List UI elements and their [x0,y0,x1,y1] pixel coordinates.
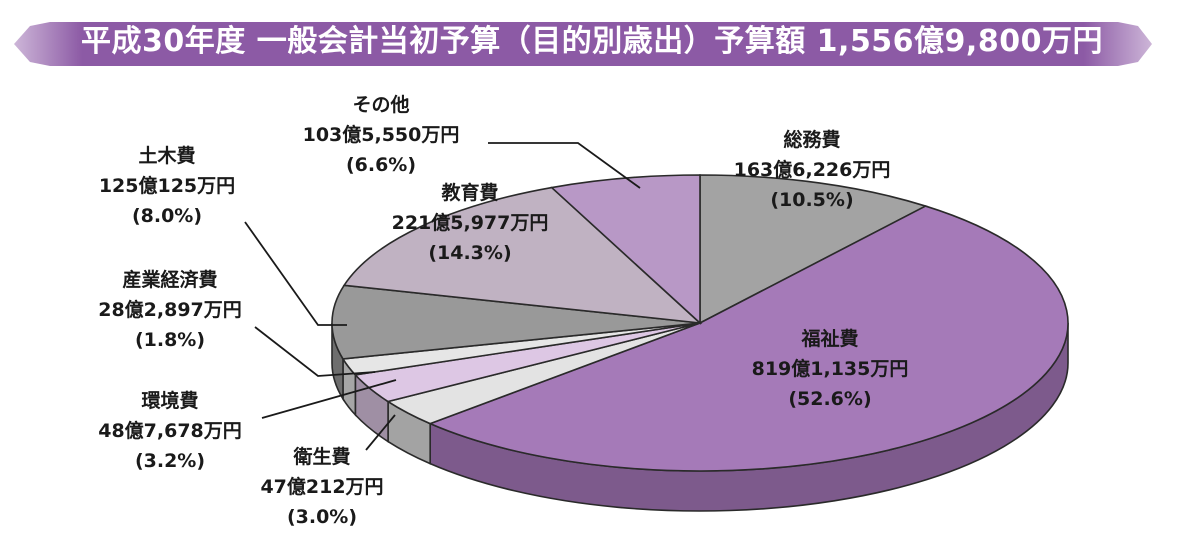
slice-label-0-amount: 163億6,226万円 [734,158,891,181]
leader-line-5 [244,221,347,326]
slice-label-3-name: 環境費 [141,389,198,412]
slice-label-1-name: 福祉費 [800,327,858,350]
title-banner [14,22,1152,66]
slice-label-6-pct: (14.3%) [428,242,511,264]
slice-label-0-name: 総務費 [783,128,840,151]
slice-label-5-pct: (8.0%) [132,205,202,227]
slice-label-7-amount: 103億5,550万円 [303,123,460,146]
chart-title: 平成30年度 一般会計当初予算（目的別歳出）予算額 1,556億9,800万円 [81,24,1103,59]
slice-label-2-pct: (3.0%) [287,506,357,528]
slice-label-1-pct: (52.6%) [788,388,871,410]
pie-slice-6 [342,186,703,325]
slice-label-4-pct: (1.8%) [135,329,205,351]
slice-label-3-pct: (3.2%) [135,450,205,472]
leader-line-7 [488,142,641,189]
slice-label-5-name: 土木費 [138,144,195,167]
slice-label-4-amount: 28億2,897万円 [98,298,242,321]
slice-label-5-amount: 125億125万円 [99,174,235,197]
slice-label-0-pct: (10.5%) [770,189,853,211]
leader-line-2 [365,414,396,451]
slice-label-3-amount: 48億7,678万円 [98,419,242,442]
banner-shape [14,22,1152,66]
slice-label-6-amount: 221億5,977万円 [392,211,549,234]
pie-slice-7 [549,174,701,325]
pie-slice-5 [331,284,701,360]
slice-label-7-name: その他 [352,93,409,116]
leader-line-3 [261,379,397,419]
slice-label-2-name: 衛生費 [292,445,350,468]
slice-label-1-amount: 819億1,135万円 [752,357,909,380]
slice-label-7-pct: (6.6%) [346,154,416,176]
slice-label-4-name: 産業経済費 [122,268,217,291]
slice-label-6-name: 教育費 [441,181,498,204]
slice-label-2-amount: 47億212万円 [260,475,383,498]
pie-slice-1 [428,205,1069,472]
pie-slice-0 [699,174,928,325]
leader-line-4 [254,326,376,377]
